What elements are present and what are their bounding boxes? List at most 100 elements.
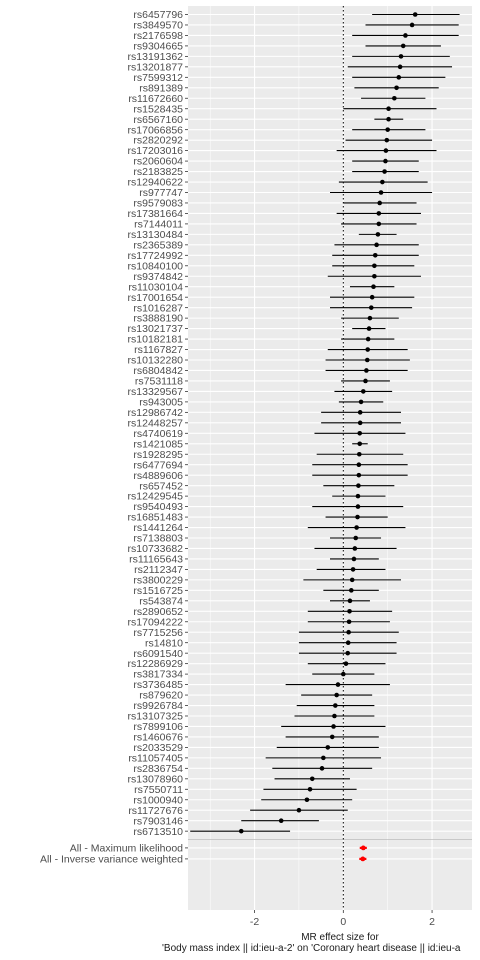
snp-point — [309, 776, 315, 782]
summary-label: All - Inverse variance weighted — [40, 854, 183, 866]
panel-background — [188, 6, 472, 910]
snp-label: rs6457796 — [133, 9, 183, 21]
snp-point — [332, 713, 337, 719]
snp-label: rs12429545 — [128, 491, 184, 503]
snp-point — [369, 294, 375, 300]
snp-label: rs657452 — [139, 480, 183, 492]
snp-point — [371, 284, 376, 290]
snp-label: rs3888190 — [133, 313, 183, 325]
snp-point — [333, 703, 338, 708]
snp-point — [398, 54, 404, 59]
x-axis-title-line-2: 'Body mass index || id:ieu-a-2' on 'Coro… — [162, 943, 461, 954]
snp-label: rs10733682 — [128, 543, 184, 555]
snp-label: rs6804842 — [133, 365, 183, 377]
snp-point — [353, 535, 359, 541]
snp-label: rs7599312 — [133, 72, 183, 84]
snp-point — [346, 629, 351, 635]
snp-label: rs1528435 — [133, 103, 183, 115]
snp-label: rs543874 — [139, 595, 183, 607]
snp-label: rs1460676 — [133, 732, 183, 744]
snp-point — [374, 242, 379, 248]
snp-label: rs977747 — [139, 187, 183, 199]
snp-point — [397, 64, 403, 70]
snp-point — [392, 95, 397, 101]
snp-point — [355, 493, 361, 499]
snp-point — [364, 368, 369, 373]
snp-point — [376, 211, 382, 216]
snp-point — [368, 305, 374, 310]
snp-label: rs1000940 — [133, 794, 183, 806]
snp-point — [356, 451, 362, 457]
snp-point — [319, 766, 325, 771]
summary-point — [360, 856, 366, 862]
snp-label: rs6567160 — [133, 114, 183, 126]
snp-point — [380, 179, 385, 185]
snp-label: rs6477694 — [133, 459, 183, 471]
snp-point — [345, 650, 351, 656]
snp-label: rs17001654 — [128, 292, 184, 304]
snp-point — [296, 807, 302, 813]
snp-point — [363, 378, 368, 384]
snp-point — [357, 420, 363, 426]
snp-label: rs1516725 — [133, 585, 183, 597]
snp-point — [321, 755, 326, 761]
snp-label: rs891389 — [139, 82, 183, 94]
snp-label: rs2890652 — [133, 606, 183, 618]
snp-label: rs7138803 — [133, 533, 183, 545]
x-axis: -2 0 2 — [250, 910, 435, 928]
snp-point — [372, 253, 378, 258]
x-tick-label: 2 — [429, 916, 435, 928]
snp-point — [347, 598, 353, 604]
snp-label: rs11165643 — [129, 554, 183, 566]
snp-label: rs1928295 — [133, 449, 183, 461]
snp-label: rs4740619 — [133, 428, 183, 440]
snp-label: rs12448257 — [128, 417, 184, 429]
snp-point — [356, 462, 362, 468]
snp-point — [345, 640, 351, 645]
snp-label: rs11672660 — [128, 93, 183, 105]
x-tick-label: -2 — [250, 916, 259, 928]
snp-point — [356, 483, 361, 488]
plot-panel — [188, 6, 472, 910]
snp-label: rs7144011 — [134, 219, 183, 231]
snp-point — [378, 190, 384, 195]
snp-label: rs2836754 — [133, 763, 183, 775]
snp-point — [367, 315, 373, 321]
snp-point — [350, 567, 356, 572]
snp-point — [372, 263, 377, 269]
snp-label: rs17094222 — [128, 616, 184, 628]
snp-label: rs4889606 — [133, 470, 183, 482]
snp-point — [356, 472, 362, 478]
snp-point — [358, 399, 364, 405]
snp-label: rs2176598 — [133, 30, 183, 42]
snp-point — [412, 12, 418, 17]
snp-point — [357, 441, 363, 447]
snp-point — [278, 818, 284, 823]
snp-point — [377, 200, 383, 206]
snp-point — [394, 85, 399, 91]
snp-point — [372, 273, 377, 279]
snp-label: rs1016287 — [133, 302, 183, 314]
snp-point — [354, 525, 359, 530]
snp-label: rs9540493 — [133, 501, 183, 513]
snp-point — [325, 745, 331, 750]
snp-label: rs1441264 — [133, 522, 183, 534]
snp-point — [349, 577, 355, 583]
snp-label: rs2033529 — [133, 742, 183, 754]
snp-point — [386, 116, 391, 122]
snp-point — [375, 232, 381, 237]
snp-point — [360, 389, 366, 394]
snp-point — [386, 106, 391, 112]
x-tick-label: 0 — [340, 916, 346, 928]
snp-label: rs9579083 — [133, 198, 183, 210]
snp-point — [409, 22, 415, 28]
snp-label: rs7899106 — [133, 721, 183, 733]
snp-label: rs3736485 — [133, 679, 183, 691]
x-axis-title-line-1: MR effect size for — [301, 932, 379, 943]
snp-point — [334, 692, 339, 698]
snp-label: rs12286929 — [128, 658, 184, 670]
snp-point — [351, 556, 357, 562]
snp-point — [365, 347, 371, 352]
snp-point — [376, 221, 382, 227]
